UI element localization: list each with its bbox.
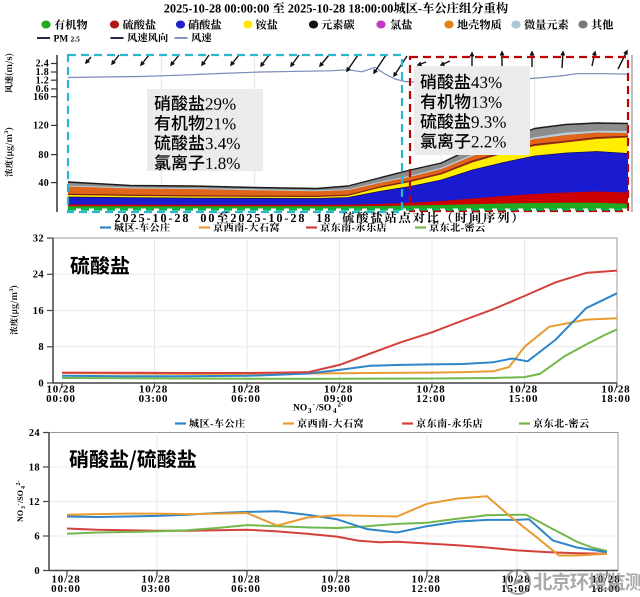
- svg-text:-: -: [16, 504, 22, 506]
- svg-text:06:00: 06:00: [231, 393, 261, 405]
- svg-text:0: 0: [34, 566, 40, 577]
- svg-text:00:00: 00:00: [51, 583, 81, 595]
- svg-text:0.6: 0.6: [36, 84, 49, 95]
- svg-text:03:00: 03:00: [139, 393, 169, 405]
- svg-text:00:00: 00:00: [46, 393, 76, 405]
- svg-text:09:00: 09:00: [324, 393, 354, 405]
- svg-text:2.4: 2.4: [36, 59, 49, 70]
- svg-text:0: 0: [38, 378, 44, 389]
- svg-text:10/28: 10/28: [139, 383, 168, 395]
- svg-text:10/28: 10/28: [51, 573, 80, 585]
- svg-text:80: 80: [38, 150, 49, 161]
- svg-text:24: 24: [33, 270, 45, 281]
- svg-text:2-: 2-: [338, 401, 345, 409]
- svg-text:12: 12: [29, 497, 40, 508]
- svg-text:06:00: 06:00: [231, 583, 261, 595]
- svg-text:32: 32: [33, 233, 44, 244]
- svg-text:24: 24: [29, 428, 41, 439]
- svg-text:10/28: 10/28: [231, 383, 260, 395]
- svg-text:10/28: 10/28: [324, 383, 353, 395]
- svg-text:3: 3: [21, 506, 27, 509]
- svg-text:1.2: 1.2: [36, 75, 49, 86]
- svg-text:10/28: 10/28: [46, 383, 75, 395]
- svg-text:/SO: /SO: [315, 404, 331, 414]
- svg-text:10/28: 10/28: [509, 383, 538, 395]
- svg-text:2-: 2-: [16, 481, 22, 486]
- svg-text:NO: NO: [293, 404, 307, 414]
- svg-text:120: 120: [33, 121, 49, 132]
- svg-text:10/28: 10/28: [601, 383, 630, 395]
- svg-text:03:00: 03:00: [141, 583, 171, 595]
- svg-text:09:00: 09:00: [321, 583, 351, 595]
- svg-text:-: -: [313, 401, 316, 409]
- svg-text:6: 6: [34, 531, 40, 542]
- svg-text:18:00: 18:00: [601, 393, 631, 405]
- svg-text:4: 4: [21, 486, 27, 489]
- svg-text:12:00: 12:00: [416, 393, 446, 405]
- svg-text:/SO: /SO: [16, 490, 25, 504]
- svg-text:16: 16: [33, 306, 44, 317]
- svg-text:10/28: 10/28: [411, 573, 440, 585]
- svg-text:10/28: 10/28: [321, 573, 350, 585]
- svg-text:40: 40: [38, 178, 49, 189]
- svg-text:18: 18: [29, 462, 40, 473]
- svg-text:1.8: 1.8: [36, 67, 49, 78]
- svg-text:12:00: 12:00: [411, 583, 441, 595]
- svg-text:4: 4: [333, 407, 337, 415]
- svg-text:PM: PM: [54, 34, 69, 44]
- svg-text:2.5: 2.5: [71, 34, 81, 43]
- svg-text:NO: NO: [16, 510, 25, 522]
- svg-text:10/28: 10/28: [141, 573, 170, 585]
- svg-text:10/28: 10/28: [231, 573, 260, 585]
- svg-text:10/28: 10/28: [416, 383, 445, 395]
- svg-text:8: 8: [38, 342, 44, 353]
- svg-text:3: 3: [308, 407, 312, 415]
- svg-text:160: 160: [33, 92, 49, 103]
- svg-text:15:00: 15:00: [509, 393, 539, 405]
